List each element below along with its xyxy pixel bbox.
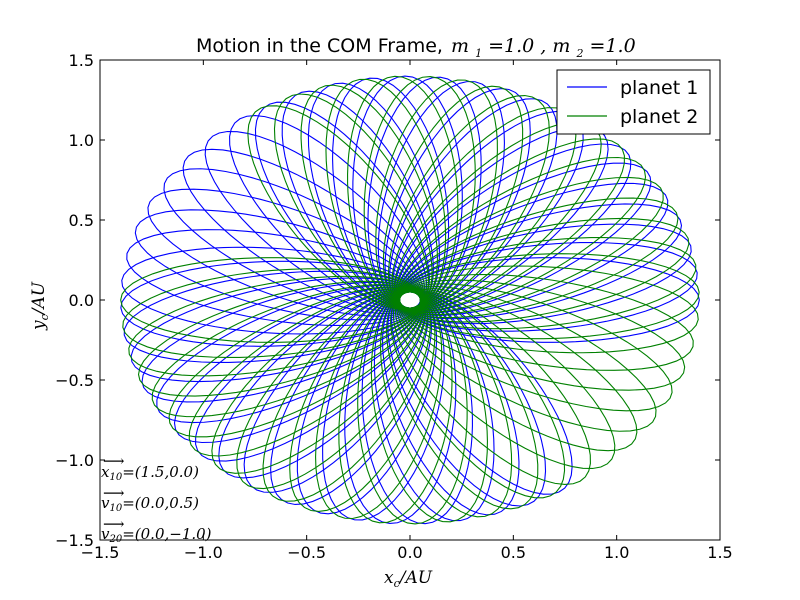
planet-2-orbit-37 bbox=[382, 85, 524, 309]
y-tick-label: −1.0 bbox=[55, 451, 94, 470]
planet-2-orbit-33 bbox=[395, 138, 625, 312]
axis-ticks bbox=[99, 59, 721, 541]
planet-2-orbit-39 bbox=[363, 75, 476, 309]
tick-labels: −1.5 −1.0 −0.5 0.0 0.5 1.0 1.5 −1.5 −1.0 −0.5 0.0 0… bbox=[55, 51, 733, 562]
chart-title: Motion in the COM Frame, m 1 =1.0 , m 2 … bbox=[196, 35, 636, 62]
x-tick-label: 0.0 bbox=[397, 543, 422, 562]
svg-text:v10=(0.0,0.5): v10=(0.0,0.5) bbox=[101, 494, 199, 514]
series-2-orbits bbox=[120, 75, 700, 525]
annotation-x10: ⟶ x10=(1.5,0.0) bbox=[101, 452, 199, 483]
planet-2-orbit-43 bbox=[273, 93, 433, 310]
orbit-layer bbox=[120, 75, 700, 525]
planet-2-orbit-30 bbox=[398, 197, 679, 319]
legend-box bbox=[556, 69, 711, 135]
title-m1-base: m bbox=[451, 35, 469, 57]
legend-label-planet-1: planet 1 bbox=[620, 77, 698, 99]
title-m2-base: m bbox=[552, 35, 570, 57]
planet-2-orbit-41 bbox=[325, 78, 447, 309]
planet-2-orbit-32 bbox=[396, 156, 647, 314]
y-tick-label: 0.0 bbox=[69, 291, 94, 310]
x-tick-label: 1.5 bbox=[707, 543, 732, 562]
initial-conditions: ⟶ x10=(1.5,0.0) ⟶ v10=(0.0,0.5) ⟶ v20=(0… bbox=[101, 452, 212, 545]
y-tick-label: 1.5 bbox=[69, 51, 94, 70]
planet-2-orbit-31 bbox=[397, 176, 664, 316]
planet-2-orbit-38 bbox=[375, 79, 498, 309]
title-m2-sub: 2 bbox=[575, 47, 583, 60]
x-tick-label: −1.0 bbox=[184, 543, 223, 562]
title-m2-value: =1.0 bbox=[590, 35, 636, 57]
y-tick-label: −0.5 bbox=[55, 371, 94, 390]
annotation-x10-arrow: ⟶ bbox=[103, 452, 125, 470]
y-tick-label: 1.0 bbox=[69, 131, 94, 150]
title-m1-value: =1.0 bbox=[488, 35, 534, 57]
x-axis-label: xc/AU bbox=[384, 568, 433, 590]
planet-2-orbit-40 bbox=[347, 75, 459, 309]
y-axis-label: yc/AU bbox=[29, 281, 51, 331]
y-tick-label: −1.5 bbox=[55, 531, 94, 550]
x-tick-label: −1.5 bbox=[81, 543, 120, 562]
planet-2-orbit-28 bbox=[399, 237, 697, 330]
legend: planet 1 planet 2 bbox=[556, 69, 711, 135]
x-tick-label: −0.5 bbox=[287, 543, 326, 562]
x-tick-label: 1.0 bbox=[604, 543, 629, 562]
svg-text:v20=(0.0,−1.0): v20=(0.0,−1.0) bbox=[101, 525, 212, 545]
legend-label-planet-2: planet 2 bbox=[620, 106, 698, 128]
planet-2-orbit-36 bbox=[388, 94, 550, 310]
annotation-v10: ⟶ v10=(0.0,0.5) bbox=[101, 484, 199, 514]
x-tick-label: 0.5 bbox=[501, 543, 526, 562]
title-comma: , bbox=[540, 35, 546, 57]
annotation-v20-arrow: ⟶ bbox=[103, 515, 125, 533]
annotation-v10-arrow: ⟶ bbox=[103, 484, 125, 502]
planet-2-orbit-44 bbox=[247, 105, 429, 310]
y-tick-label: 0.5 bbox=[69, 211, 94, 230]
annotation-v20: ⟶ v20=(0.0,−1.0) bbox=[101, 515, 212, 545]
svg-text:x10=(1.5,0.0): x10=(1.5,0.0) bbox=[101, 463, 199, 483]
title-m1-sub: 1 bbox=[475, 47, 482, 60]
planet-2-orbit-42 bbox=[300, 84, 438, 309]
planet-2-orbit-29 bbox=[398, 217, 690, 323]
